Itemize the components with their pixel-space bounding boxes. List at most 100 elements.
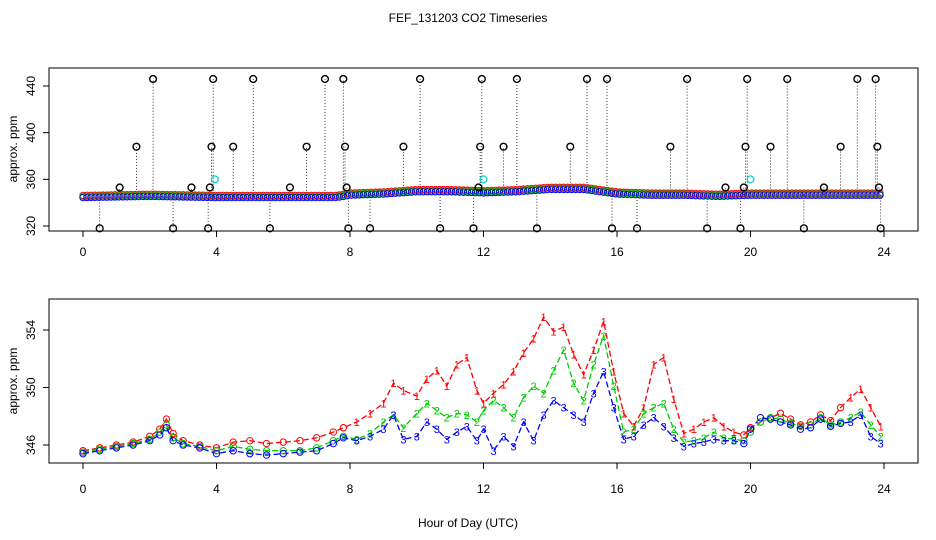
series-2-marker: 2 <box>531 381 537 393</box>
series-2-marker: 2 <box>380 417 386 429</box>
top-outlier-point <box>499 142 508 151</box>
bottom-x-tick-label: 24 <box>877 482 891 496</box>
series-1-line <box>82 315 882 452</box>
top-series-point <box>768 191 776 199</box>
top-outlier-point <box>187 183 196 192</box>
bottom-x-tick-label: 0 <box>80 482 87 496</box>
top-series-point <box>363 190 372 199</box>
top-series-point <box>423 188 432 196</box>
top-series-point <box>247 193 255 202</box>
series-3-point <box>756 413 765 422</box>
top-series-point <box>315 193 323 202</box>
top-series-point <box>692 191 700 200</box>
bottom-x-tick-label: 12 <box>477 482 491 496</box>
top-series-point <box>243 193 251 202</box>
top-outlier-point <box>566 142 575 151</box>
top-series-point <box>383 190 392 198</box>
series-1-marker: 1 <box>390 378 396 390</box>
top-series-point <box>171 193 179 201</box>
top-series-point <box>623 190 632 199</box>
series-3-marker: 3 <box>354 436 360 448</box>
top-outlier-point <box>607 224 617 233</box>
series-3-point <box>179 441 187 449</box>
series-3-marker: 3 <box>611 403 617 415</box>
top-series-point <box>91 193 99 202</box>
top-outlier-point <box>871 74 880 84</box>
series-1-point <box>826 416 835 425</box>
top-outlier-point <box>204 224 213 233</box>
series-1-point <box>212 444 221 452</box>
series-2-marker: 2 <box>490 395 496 407</box>
top-series-point <box>263 193 271 202</box>
top-series-point <box>179 193 187 201</box>
top-outlier-point <box>302 142 311 151</box>
top-series-point <box>403 188 412 197</box>
series-3-marker: 3 <box>551 395 557 407</box>
series-3-marker: 3 <box>591 388 597 400</box>
series-3-marker: 3 <box>480 424 486 436</box>
top-outlier-point <box>682 74 692 84</box>
top-series-point <box>684 191 692 200</box>
series-1-marker: 1 <box>464 352 470 364</box>
top-series-point <box>283 193 291 202</box>
top-cyan-point <box>210 175 219 184</box>
series-2-marker: 2 <box>571 378 577 390</box>
series-2-marker: 2 <box>641 408 647 420</box>
top-series-point <box>287 193 295 202</box>
top-series-point <box>615 190 624 198</box>
top-series-point <box>323 193 332 202</box>
series-2-marker: 2 <box>621 427 627 439</box>
top-series-point <box>832 191 840 199</box>
bottom-plot-frame <box>48 298 919 464</box>
top-y-tick-label: 400 <box>24 122 38 142</box>
series-3-point <box>786 421 795 429</box>
top-series-point <box>355 191 364 199</box>
series-3-marker: 3 <box>581 417 587 429</box>
series-1-point <box>179 436 187 445</box>
top-series-point <box>343 191 352 200</box>
top-series-point <box>595 187 604 196</box>
top-x-tick-label: 16 <box>610 245 624 259</box>
top-series-point <box>732 192 740 200</box>
series-1-marker: 1 <box>474 385 480 397</box>
series-1-marker: 1 <box>631 421 637 433</box>
top-series-point <box>503 188 512 196</box>
series-2-point <box>776 415 785 423</box>
series-1-marker: 1 <box>671 394 677 406</box>
top-series-point <box>583 186 592 194</box>
series-1-marker: 1 <box>601 316 607 328</box>
series-2-point <box>312 444 321 452</box>
top-series-point <box>784 191 792 199</box>
top-series-point <box>183 193 191 201</box>
top-plot-frame <box>48 67 919 232</box>
top-series-point <box>415 188 424 196</box>
series-2-marker: 2 <box>671 424 677 436</box>
series-2-marker: 2 <box>474 417 480 429</box>
series-1-marker: 1 <box>581 370 587 382</box>
series-1-marker: 1 <box>571 349 577 361</box>
top-series-point <box>543 185 552 194</box>
top-outlier-point <box>399 142 408 151</box>
series-1-point <box>329 428 338 436</box>
top-outlier-point <box>741 142 750 151</box>
top-series-point <box>131 192 139 201</box>
top-outlier-point <box>365 224 375 233</box>
top-series-point <box>740 191 748 200</box>
top-series-point <box>159 192 167 201</box>
series-2-point <box>262 447 271 455</box>
series-3-marker: 3 <box>868 431 874 443</box>
series-3-point <box>339 434 348 442</box>
series-3-marker: 3 <box>848 417 854 429</box>
top-series-point <box>840 191 848 199</box>
top-series-point <box>800 191 808 199</box>
top-series-point <box>619 190 628 198</box>
top-outlier-point <box>148 74 158 84</box>
top-series-point <box>756 191 764 199</box>
series-2-point <box>740 436 748 445</box>
series-2-marker: 2 <box>561 345 567 357</box>
top-series-point <box>299 193 307 202</box>
series-3-marker: 3 <box>641 420 647 432</box>
top-outlier-point <box>799 224 809 233</box>
top-outlier-point <box>320 74 330 84</box>
